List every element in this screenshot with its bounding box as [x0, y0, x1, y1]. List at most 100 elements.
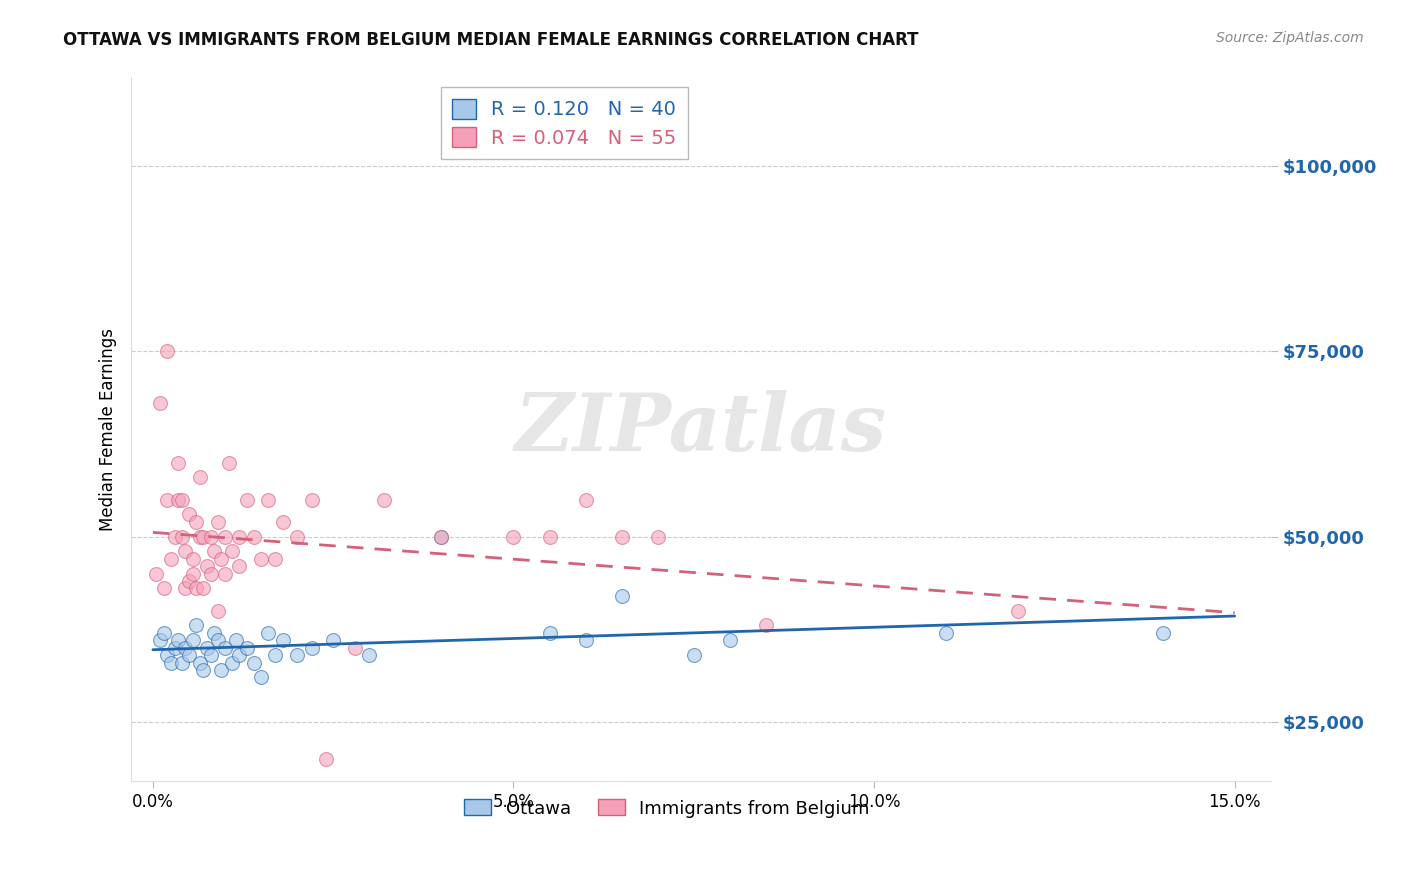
Point [257, 492, 280, 507]
Point [271, 515, 294, 529]
Point [575, 492, 598, 507]
Point [181, 566, 204, 581]
Point [264, 648, 287, 662]
Point [214, 640, 236, 655]
Point [174, 544, 197, 558]
Point [430, 530, 453, 544]
Point [343, 640, 366, 655]
Point [755, 618, 778, 632]
Point [156, 344, 179, 359]
Point [174, 640, 197, 655]
Text: Source: ZipAtlas.com: Source: ZipAtlas.com [1216, 31, 1364, 45]
Point [373, 492, 395, 507]
Point [177, 574, 200, 588]
Point [188, 530, 211, 544]
Point [160, 656, 183, 670]
Point [193, 530, 215, 544]
Point [149, 633, 172, 648]
Point [177, 508, 200, 522]
Point [188, 656, 211, 670]
Point [152, 582, 174, 596]
Point [207, 633, 229, 648]
Point [188, 470, 211, 484]
Point [257, 626, 280, 640]
Point [167, 492, 190, 507]
Point [181, 551, 204, 566]
Point [160, 551, 183, 566]
Point [145, 566, 167, 581]
Text: OTTAWA VS IMMIGRANTS FROM BELGIUM MEDIAN FEMALE EARNINGS CORRELATION CHART: OTTAWA VS IMMIGRANTS FROM BELGIUM MEDIAN… [63, 31, 918, 49]
Point [647, 530, 669, 544]
Point [156, 492, 179, 507]
Point [193, 663, 215, 677]
Point [149, 396, 172, 410]
Point [250, 551, 273, 566]
Point [430, 530, 453, 544]
Point [315, 752, 337, 766]
Point [285, 648, 308, 662]
Point [221, 656, 243, 670]
Point [718, 633, 741, 648]
Point [163, 640, 186, 655]
Point [1007, 604, 1029, 618]
Legend: Ottawa, Immigrants from Belgium: Ottawa, Immigrants from Belgium [457, 792, 877, 825]
Point [610, 530, 633, 544]
Point [170, 656, 193, 670]
Point [186, 515, 208, 529]
Point [186, 618, 208, 632]
Point [186, 582, 208, 596]
Point [202, 544, 225, 558]
Point [167, 456, 190, 470]
Point [228, 530, 250, 544]
Point [218, 456, 240, 470]
Point [301, 640, 323, 655]
Point [152, 626, 174, 640]
Point [177, 648, 200, 662]
Point [170, 492, 193, 507]
Point [228, 648, 250, 662]
Point [271, 633, 294, 648]
Point [195, 640, 218, 655]
Point [285, 530, 308, 544]
Point [1152, 626, 1174, 640]
Point [195, 559, 218, 574]
Point [225, 633, 247, 648]
Text: ZIPatlas: ZIPatlas [515, 391, 887, 468]
Point [207, 604, 229, 618]
Point [682, 648, 704, 662]
Point [250, 670, 273, 684]
Point [610, 589, 633, 603]
Point [235, 640, 257, 655]
Point [264, 551, 287, 566]
Point [538, 626, 561, 640]
Point [221, 544, 243, 558]
Point [207, 515, 229, 529]
Point [170, 530, 193, 544]
Point [538, 530, 561, 544]
Point [243, 656, 266, 670]
Point [193, 582, 215, 596]
Point [243, 530, 266, 544]
Point [301, 492, 323, 507]
Point [163, 530, 186, 544]
Point [181, 633, 204, 648]
Point [200, 530, 222, 544]
Point [359, 648, 381, 662]
Point [167, 633, 190, 648]
Point [214, 530, 236, 544]
Point [200, 648, 222, 662]
Point [156, 648, 179, 662]
Point [322, 633, 344, 648]
Point [214, 566, 236, 581]
Point [200, 566, 222, 581]
Point [935, 626, 957, 640]
Point [202, 626, 225, 640]
Point [209, 551, 232, 566]
Point [174, 582, 197, 596]
Y-axis label: Median Female Earnings: Median Female Earnings [100, 327, 117, 531]
Point [575, 633, 598, 648]
Point [235, 492, 257, 507]
Point [228, 559, 250, 574]
Point [209, 663, 232, 677]
Point [502, 530, 524, 544]
